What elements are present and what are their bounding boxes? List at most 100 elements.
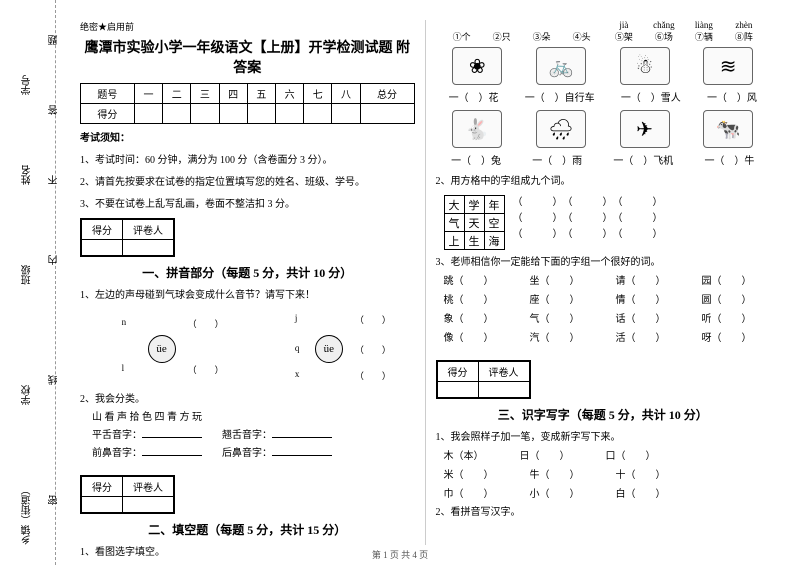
th: 题号 xyxy=(81,84,135,104)
secret-label: 绝密★启用前 xyxy=(80,20,415,33)
cow-icon: 🐄 xyxy=(703,110,753,148)
caption: 一（ ）牛 xyxy=(704,152,754,167)
left-column: 绝密★启用前 鹰潭市实验小学一年级语文【上册】开学检测试题 附答案 题号 一 二… xyxy=(70,20,425,545)
pinyin-diagram: üe n l （ ） （ ） üe j q x （ ） （ ） （ ） xyxy=(80,313,415,383)
char-grid: 大学年 气天空 上生海 xyxy=(444,195,505,250)
seal-label: 线 xyxy=(47,375,62,385)
notice-line: 3、不要在试卷上乱写乱画，卷面不整洁扣 3 分。 xyxy=(80,196,415,214)
binding-label: 班级 xyxy=(20,265,35,285)
binding-label: 学校 xyxy=(20,385,35,405)
section-1-title: 一、拼音部分（每题 5 分，共计 10 分） xyxy=(80,264,415,281)
caption: 一（ ）花 xyxy=(449,89,499,104)
notice-line: 1、考试时间：60 分钟，满分为 100 分（含卷面分 3 分）。 xyxy=(80,152,415,170)
caption: 一（ ）风 xyxy=(707,89,757,104)
seal-label: 密 xyxy=(47,495,62,505)
label: 后鼻音字： xyxy=(222,448,272,459)
rabbit-icon: 🐇 xyxy=(452,110,502,148)
ex: 白（ ） xyxy=(616,485,666,504)
wind-icon: ≋ xyxy=(703,47,753,85)
section-2-title: 二、填空题（每题 5 分，共计 15 分） xyxy=(80,521,415,538)
q1-1: 1、左边的声母碰到气球会变成什么音节？请写下来！ xyxy=(80,287,415,305)
pair: 跳（ ） xyxy=(444,272,494,291)
flower-icon: ❀ xyxy=(452,47,502,85)
pair: 座（ ） xyxy=(530,291,580,310)
seal-label: 内 xyxy=(47,255,62,265)
pair: 气（ ） xyxy=(530,310,580,329)
q1-2: 2、我会分类。 xyxy=(80,391,415,409)
ray-j: j xyxy=(295,313,298,323)
pair: 坐（ ） xyxy=(530,272,580,291)
td: 得分 xyxy=(81,104,135,124)
ex: 木（本） xyxy=(444,447,484,466)
ray-q: q xyxy=(295,343,300,353)
ray-l: l xyxy=(122,363,125,373)
ray-n: n xyxy=(122,317,127,327)
pair: 活（ ） xyxy=(616,329,666,348)
section-3-title: 三、识字写字（每题 5 分，共计 10 分） xyxy=(436,406,771,423)
pair: 园（ ） xyxy=(702,272,752,291)
label: 前鼻音字： xyxy=(92,448,142,459)
pair: 请（ ） xyxy=(616,272,666,291)
blank: （ ） xyxy=(188,363,224,376)
exam-title: 鹰潭市实验小学一年级语文【上册】开学检测试题 附答案 xyxy=(80,37,415,77)
ex: 口（ ） xyxy=(606,447,656,466)
th: 三 xyxy=(191,84,219,104)
notice-title: 考试须知： xyxy=(80,133,130,144)
pair: 话（ ） xyxy=(616,310,666,329)
pair: 汽（ ） xyxy=(530,329,580,348)
th: 五 xyxy=(247,84,275,104)
blank: （ ） xyxy=(355,343,391,356)
q3-1: 1、我会照样子加一笔，变成新字写下来。 xyxy=(436,429,771,447)
char-header: ①个②只③朵④头 ⑤架⑥场⑦辆⑧阵 xyxy=(436,30,771,43)
bike-icon: 🚲 xyxy=(536,47,586,85)
rain-icon: 🌧 xyxy=(536,110,586,148)
blank: （ ） xyxy=(355,313,391,326)
binding-label: 学号 xyxy=(20,75,35,95)
bubble: üe xyxy=(148,335,176,363)
caption: 一（ ）兔 xyxy=(451,152,501,167)
seal-label: 不 xyxy=(47,175,62,185)
caption: 一（ ）自行车 xyxy=(525,89,595,104)
caption: 一（ ）飞机 xyxy=(613,152,673,167)
th: 总分 xyxy=(360,84,414,104)
th: 一 xyxy=(134,84,162,104)
pair: 呀（ ） xyxy=(702,329,752,348)
binding-label: 乡镇（街道） xyxy=(20,485,35,545)
ex: 小（ ） xyxy=(530,485,580,504)
ex: 日（ ） xyxy=(520,447,570,466)
pair: 像（ ） xyxy=(444,329,494,348)
caption: 一（ ）雨 xyxy=(532,152,582,167)
th: 二 xyxy=(163,84,191,104)
label: 翘舌音字： xyxy=(222,430,272,441)
ex: 十（ ） xyxy=(616,466,666,485)
pair: 听（ ） xyxy=(702,310,752,329)
score-box: 得分评卷人 xyxy=(80,475,175,514)
score-box: 得分评卷人 xyxy=(436,360,531,399)
plane-icon: ✈ xyxy=(620,110,670,148)
snowman-icon: ☃ xyxy=(620,47,670,85)
q3-2: 2、看拼音写汉字。 xyxy=(436,504,771,522)
ex: 米（ ） xyxy=(444,466,494,485)
pair: 情（ ） xyxy=(616,291,666,310)
q1-2-chars: 山 看 声 拾 色 四 青 方 玩 xyxy=(92,409,415,427)
th: 八 xyxy=(332,84,360,104)
blank: （ ） xyxy=(355,369,391,382)
th: 六 xyxy=(275,84,303,104)
pinyin-header: jiàchǎngliàngzhèn xyxy=(436,20,771,30)
caption: 一（ ）雪人 xyxy=(621,89,681,104)
right-column: jiàchǎngliàngzhèn ①个②只③朵④头 ⑤架⑥场⑦辆⑧阵 ❀ 🚲 … xyxy=(426,20,781,545)
th: 七 xyxy=(304,84,332,104)
th: 四 xyxy=(219,84,247,104)
blank: （ ） xyxy=(188,317,224,330)
score-box: 得分评卷人 xyxy=(80,218,175,257)
answer-blanks: （ ） （ ） （ ） （ ） （ ） （ ） （ ） （ ） （ ） xyxy=(513,195,663,250)
bubble: üe xyxy=(315,335,343,363)
seal-label: 题 xyxy=(47,35,62,45)
page-footer: 第 1 页 共 4 页 xyxy=(0,548,800,561)
ray-x: x xyxy=(295,369,300,379)
ex: 巾（ ） xyxy=(444,485,494,504)
pair: 象（ ） xyxy=(444,310,494,329)
binding-label: 姓名 xyxy=(20,165,35,185)
q2-3: 3、老师相信你一定能给下面的字组一个很好的词。 xyxy=(436,254,771,272)
ex: 牛（ ） xyxy=(530,466,580,485)
